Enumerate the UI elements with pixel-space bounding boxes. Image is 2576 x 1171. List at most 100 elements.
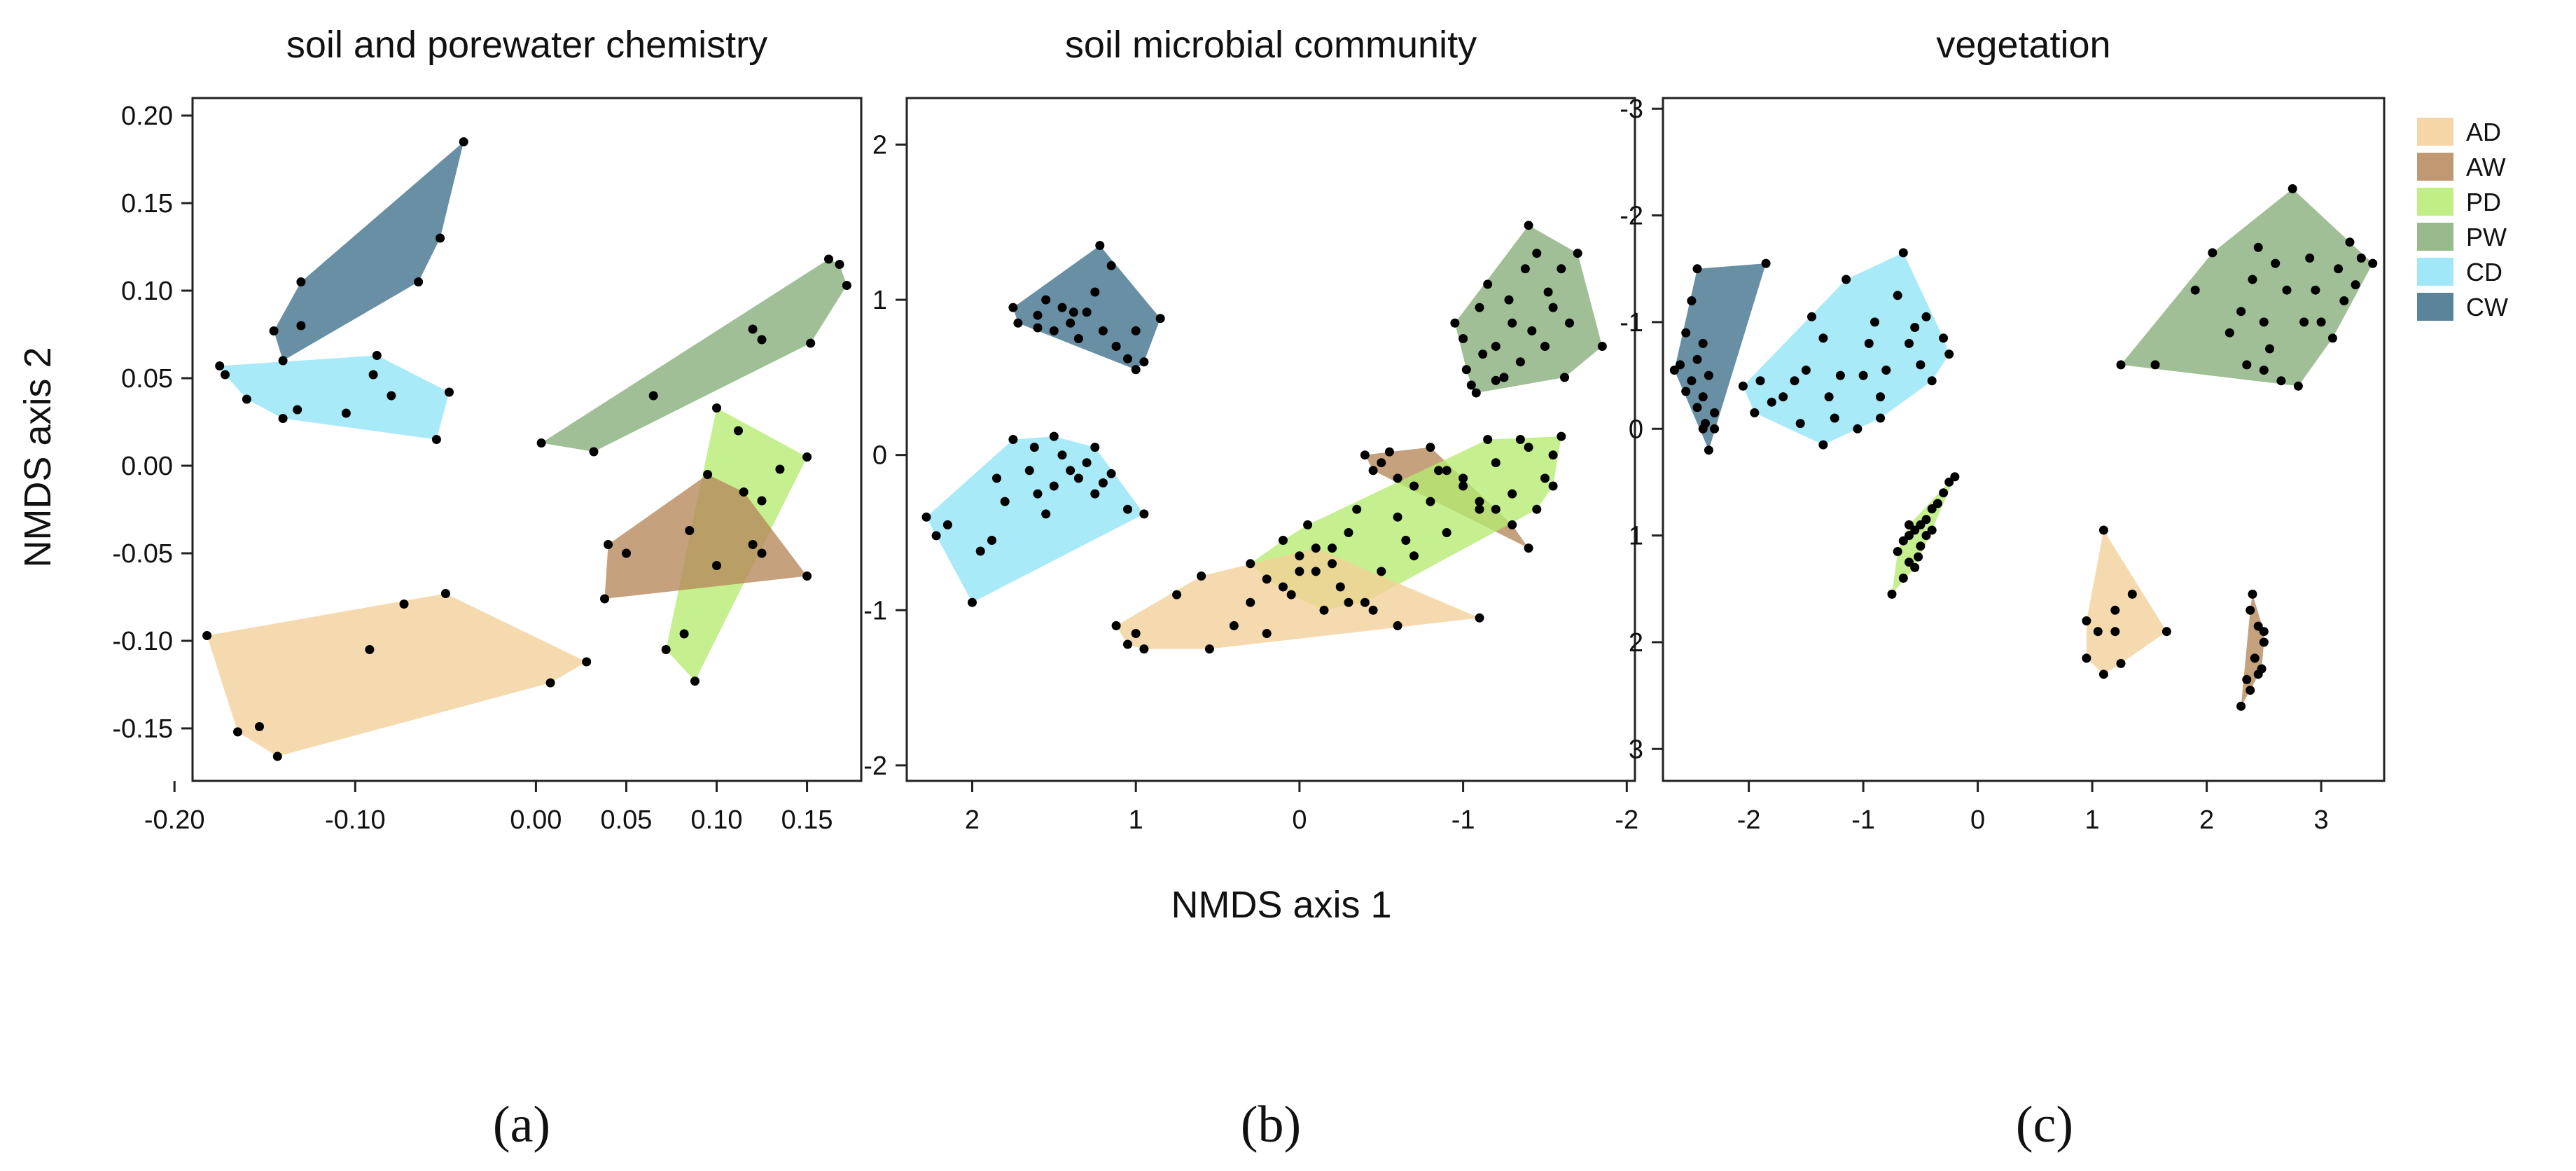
point-cw — [1692, 354, 1702, 364]
point-pw — [1565, 318, 1574, 328]
point-pw — [1461, 365, 1471, 375]
point-pd — [1508, 489, 1517, 499]
y-tick-label: 0 — [872, 441, 887, 471]
point-cw — [1106, 261, 1116, 270]
point-pd — [1921, 515, 1931, 525]
point-cd — [278, 414, 288, 423]
point-pw — [648, 391, 658, 401]
point-cw — [1701, 419, 1710, 429]
point-aw — [600, 594, 609, 604]
point-cw — [296, 321, 306, 331]
point-pw — [2150, 360, 2160, 370]
point-pw — [2259, 317, 2269, 327]
y-tick-label: 3 — [1629, 735, 1643, 764]
point-cd — [975, 546, 985, 556]
point-pd — [1898, 536, 1908, 546]
point-cd — [1795, 419, 1805, 429]
point-pd — [1393, 512, 1402, 522]
point-pw — [2316, 317, 2326, 327]
point-pd — [1557, 431, 1566, 441]
point-pw — [2282, 285, 2292, 295]
panel-c-vegetation: vegetation -2 -1 0 1 2 3 -3 -2 -1 0 1 2 3 — [1620, 24, 2386, 835]
legend-label-pw: PW — [2466, 223, 2507, 251]
point-pw — [2356, 254, 2366, 263]
point-cd — [368, 370, 378, 380]
point-aw — [748, 540, 758, 549]
point-pd — [734, 426, 743, 436]
point-ad — [1295, 567, 1304, 576]
point-cd — [1824, 392, 1834, 402]
point-cd — [341, 408, 351, 418]
point-aw — [1384, 447, 1394, 457]
point-cd — [1927, 376, 1937, 386]
legend-swatch-pd — [2417, 188, 2453, 216]
point-cw — [1692, 264, 1702, 274]
point-pw — [2225, 328, 2234, 338]
point-pd — [1335, 582, 1345, 592]
point-pw — [2334, 264, 2344, 274]
legend-swatch-cd — [2417, 258, 2453, 286]
point-pw — [1573, 249, 1582, 258]
point-cw — [1681, 328, 1691, 338]
x-tick-label: 0 — [1970, 805, 1985, 835]
point-pw — [2248, 275, 2257, 284]
plot-frame — [191, 97, 863, 782]
point-ad — [1111, 621, 1121, 630]
point-pd — [1548, 481, 1558, 491]
point-pw — [2288, 184, 2297, 193]
point-pd — [1540, 473, 1550, 483]
y-tick-label: 2 — [872, 130, 887, 160]
point-cd — [1944, 349, 1954, 359]
point-aw — [1524, 543, 1533, 553]
point-ad — [2082, 653, 2091, 663]
point-pd — [1532, 504, 1542, 514]
point-aw — [2246, 605, 2255, 615]
point-pw — [2276, 376, 2286, 386]
point-cw — [459, 137, 468, 146]
point-cd — [1864, 338, 1874, 348]
point-ad — [1204, 644, 1214, 654]
point-pd — [802, 452, 812, 462]
plot-frame — [905, 97, 1636, 782]
point-cd — [242, 394, 251, 404]
point-cw — [1698, 392, 1708, 402]
hull-cw — [274, 141, 464, 361]
point-cw — [1687, 376, 1697, 386]
x-tick-label: -2 — [1737, 805, 1761, 835]
point-cd — [1939, 333, 1949, 343]
point-cd — [445, 387, 454, 397]
point-ad — [440, 589, 450, 598]
point-cd — [215, 361, 225, 370]
point-cd — [992, 473, 1001, 483]
point-cw — [1008, 303, 1018, 312]
point-cd — [1858, 370, 1868, 380]
point-pd — [1887, 589, 1897, 599]
point-aw — [2259, 627, 2269, 637]
point-cd — [942, 520, 952, 529]
point-cw — [1139, 357, 1149, 367]
point-ad — [1123, 639, 1132, 649]
hull-pw — [541, 259, 847, 452]
point-pd — [1927, 525, 1937, 535]
point-ad — [2098, 670, 2108, 679]
point-ad — [2110, 605, 2120, 615]
point-pd — [1426, 497, 1435, 506]
x-tick-label: -0.10 — [325, 805, 386, 835]
point-cw — [1761, 258, 1771, 268]
point-cd — [1842, 275, 1851, 284]
point-pw — [2293, 381, 2303, 391]
point-cd — [1876, 413, 1886, 423]
x-tick-label: 0.15 — [781, 805, 833, 835]
legend-label-cw: CW — [2466, 293, 2508, 321]
point-pw — [1560, 373, 1569, 382]
point-cd — [1049, 481, 1059, 491]
caption-b: (b) — [1241, 1096, 1301, 1153]
panel-title: soil microbial community — [1065, 24, 1477, 66]
point-pw — [748, 324, 758, 334]
point-pw — [2351, 280, 2360, 290]
point-pw — [1491, 342, 1501, 351]
point-ad — [582, 657, 592, 667]
point-cw — [1710, 408, 1720, 417]
point-ad — [1368, 605, 1378, 615]
